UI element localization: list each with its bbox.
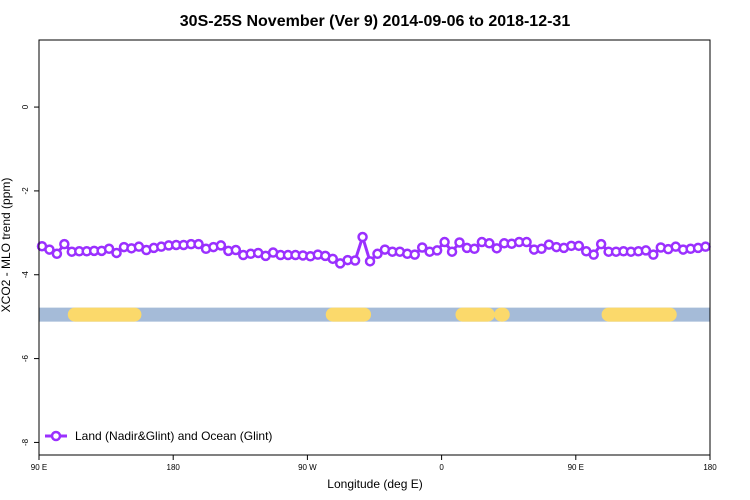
legend-marker-swatch — [50, 430, 62, 442]
x-axis-ticks: 90 E 180 90 W 0 90 E 180 — [31, 455, 717, 472]
x-tick-label: 90 W — [298, 463, 317, 472]
data-point — [103, 243, 115, 255]
chart-title: 30S-25S November (Ver 9) 2014-09-06 to 2… — [180, 13, 571, 30]
x-tick-label: 180 — [703, 463, 717, 472]
data-point — [573, 240, 585, 252]
data-point — [588, 249, 599, 260]
y-tick-label: -6 — [21, 354, 30, 362]
data-point — [230, 244, 242, 256]
data-point — [372, 248, 383, 260]
data-point — [416, 242, 428, 253]
data-point — [215, 240, 227, 251]
data-point — [51, 248, 63, 260]
y-tick-label: -4 — [21, 271, 30, 279]
data-point — [357, 231, 368, 243]
data-point — [648, 249, 659, 260]
data-point — [536, 243, 547, 255]
data-point — [491, 243, 503, 254]
x-tick-label: 180 — [167, 463, 181, 472]
data-point — [409, 249, 421, 260]
y-tick-label: -2 — [21, 187, 30, 195]
data-point — [484, 238, 495, 249]
data-point — [349, 255, 361, 266]
x-tick-label: 90 E — [568, 463, 584, 472]
data-point — [595, 238, 607, 250]
series-layer — [36, 231, 711, 269]
data-point — [431, 245, 443, 256]
data-point — [640, 245, 652, 256]
data-point — [454, 237, 465, 248]
y-axis-label: XCO2 - MLO trend (ppm) — [0, 178, 13, 313]
data-point — [44, 244, 55, 255]
data-point — [59, 238, 70, 250]
data-point — [193, 238, 204, 250]
y-tick-label: -8 — [21, 438, 30, 446]
data-point — [111, 247, 122, 259]
legend: Land (Nadir&Glint) and Ocean (Glint) — [45, 429, 272, 443]
data-point — [469, 243, 480, 255]
plot-frame — [38, 39, 711, 456]
y-axis-ticks: 0 -2 -4 -6 -8 — [21, 104, 39, 446]
data-point — [700, 241, 711, 252]
y-tick-label: 0 — [21, 104, 30, 109]
x-tick-label: 0 — [439, 463, 444, 472]
data-point — [327, 253, 338, 265]
data-point — [364, 256, 376, 267]
x-axis-label: Longitude (deg E) — [327, 477, 422, 491]
x-tick-label: 90 E — [31, 463, 47, 472]
legend-label: Land (Nadir&Glint) and Ocean (Glint) — [75, 429, 272, 443]
data-point — [521, 236, 532, 248]
data-point — [446, 246, 458, 257]
data-point — [439, 236, 450, 248]
